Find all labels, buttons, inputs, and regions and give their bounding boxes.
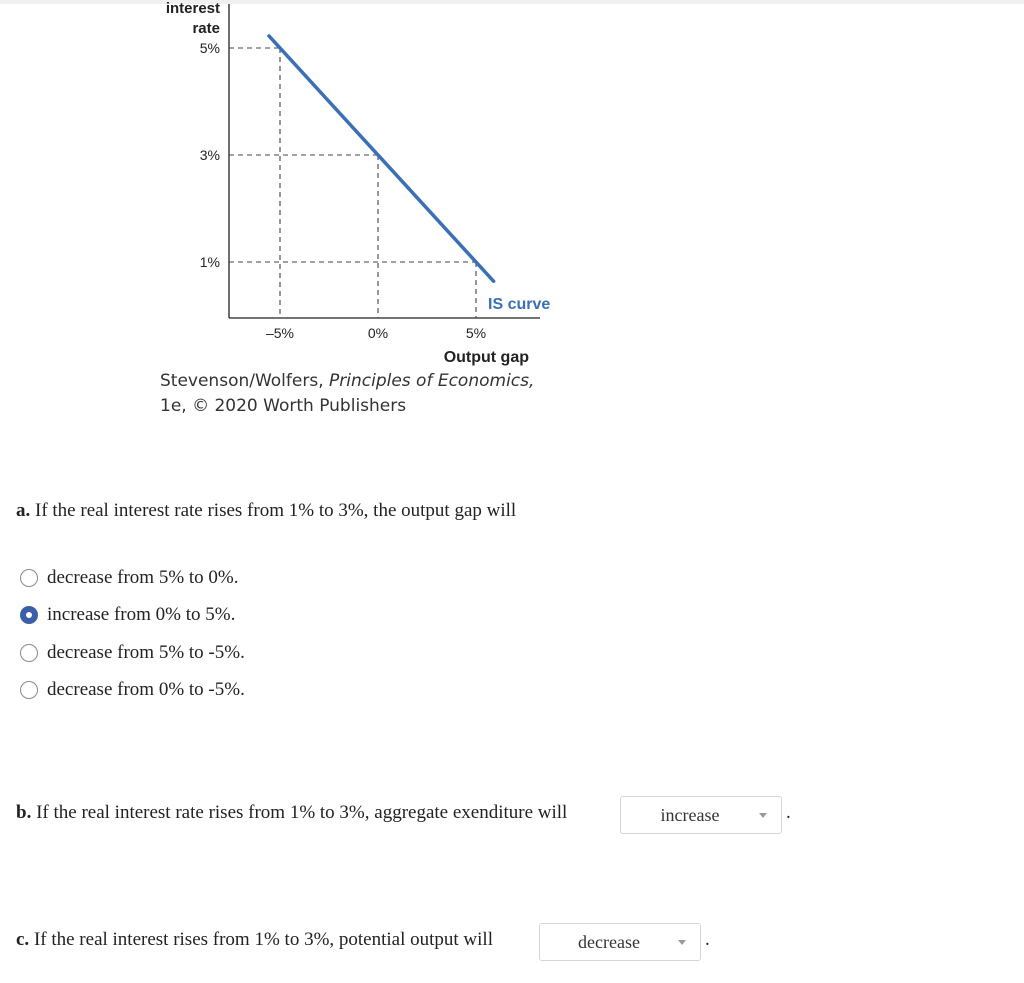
question-a: a. If the real interest rate rises from … — [16, 500, 516, 522]
question-b: b. If the real interest rate rises from … — [16, 802, 567, 824]
option-a3-label: decrease from 5% to -5%. — [47, 642, 245, 663]
option-a1[interactable]: decrease from 5% to 0%. — [20, 566, 239, 590]
question-c: c. If the real interest rises from 1% to… — [16, 929, 493, 951]
dropdown-b-value: increase — [660, 804, 720, 825]
x-tick-label: 0% — [368, 325, 388, 341]
dropdown-c-value: decrease — [578, 931, 640, 952]
potential-output-dropdown[interactable]: decrease — [539, 923, 701, 961]
option-a4[interactable]: decrease from 0% to -5%. — [20, 678, 245, 702]
y-axis-label-line1: interest — [166, 0, 220, 17]
y-axis-label-line2: rate — [192, 20, 220, 37]
caption-publisher: 1e, © 2020 Worth Publishers — [160, 396, 407, 416]
aggregate-expenditure-dropdown[interactable]: increase — [620, 796, 782, 834]
x-tick-labels: –5% 0% 5% — [266, 325, 486, 341]
radio-a1[interactable] — [20, 569, 38, 587]
question-b-period: . — [786, 802, 791, 823]
caption-authors: Stevenson/Wolfers, — [160, 371, 330, 391]
option-a1-label: decrease from 5% to 0%. — [47, 567, 239, 588]
option-a4-label: decrease from 0% to -5%. — [47, 679, 245, 700]
question-c-label: c. — [16, 929, 30, 950]
question-a-label: a. — [16, 500, 31, 521]
is-curve-label: IS curve — [488, 296, 550, 313]
question-c-period: . — [705, 929, 710, 950]
y-tick-label: 1% — [200, 254, 220, 270]
figure-caption: Stevenson/Wolfers, Principles of Economi… — [160, 369, 534, 419]
radio-a4[interactable] — [20, 681, 38, 699]
question-b-label: b. — [16, 802, 32, 823]
x-axis-label: Output gap — [444, 349, 530, 366]
question-b-text: If the real interest rate rises from 1% … — [36, 802, 568, 823]
question-c-text: If the real interest rises from 1% to 3%… — [33, 929, 493, 950]
x-tick-label: 5% — [466, 325, 486, 341]
option-a3[interactable]: decrease from 5% to -5%. — [20, 641, 245, 665]
radio-a2-selected[interactable] — [20, 606, 38, 624]
caption-book-title: Principles of Economics, — [329, 371, 535, 391]
y-tick-labels: 5% 3% 1% — [200, 40, 220, 270]
chevron-down-icon — [678, 939, 686, 945]
is-curve-line — [267, 34, 496, 284]
y-tick-label: 3% — [200, 147, 220, 163]
top-border — [0, 0, 1024, 4]
option-a2[interactable]: increase from 0% to 5%. — [20, 603, 235, 627]
x-tick-label: –5% — [266, 325, 294, 341]
dashed-guides — [229, 47, 477, 318]
is-curve-chart: 5%3%1% –5% 0% 5% interest rate Output gap … — [166, 0, 551, 366]
question-a-text: If the real interest rate rises from 1% … — [35, 500, 517, 521]
y-tick-label: 5% — [200, 40, 220, 56]
option-a2-label: increase from 0% to 5%. — [47, 604, 236, 625]
radio-a3[interactable] — [20, 644, 38, 662]
chevron-down-icon — [759, 812, 767, 818]
